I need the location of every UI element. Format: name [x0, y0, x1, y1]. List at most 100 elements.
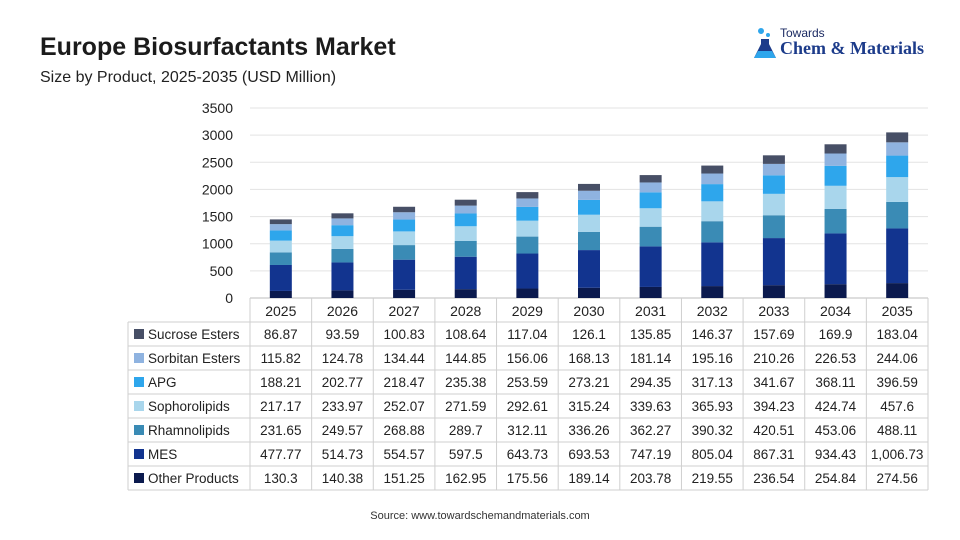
data-label: 934.43 [815, 447, 856, 462]
bar-segment-other-products [269, 290, 292, 298]
bar-segment-other-products [701, 286, 724, 298]
legend-label: APG [148, 375, 177, 390]
data-label: 126.1 [572, 327, 606, 342]
bar-segment-rhamnolipids [516, 236, 539, 254]
bar-segment-sorbitan-esters [269, 224, 292, 231]
data-label: 274.56 [877, 471, 918, 486]
data-label: 169.9 [819, 327, 853, 342]
bar-segment-sucrose-esters [331, 213, 354, 219]
legend-swatch [134, 377, 144, 387]
bar-segment-sophorolipids [701, 201, 724, 222]
bar-segment-apg [516, 206, 539, 221]
data-label: 210.26 [753, 351, 794, 366]
bar-segment-mes [393, 259, 416, 290]
bar-segment-other-products [393, 289, 416, 298]
y-tick-label: 1000 [202, 236, 233, 252]
data-label: 368.11 [815, 375, 855, 390]
data-label: 244.06 [877, 351, 918, 366]
bar-segment-sucrose-esters [639, 175, 662, 183]
y-tick-label: 2500 [202, 154, 233, 170]
bar-segment-sucrose-esters [269, 219, 292, 225]
x-tick-label: 2031 [635, 303, 666, 319]
bar-segment-mes [824, 233, 847, 285]
data-label: 396.59 [877, 375, 918, 390]
chart-subtitle: Size by Product, 2025-2035 (USD Million) [40, 69, 337, 86]
bar-segment-sucrose-esters [578, 183, 600, 191]
y-tick-label: 500 [210, 263, 234, 279]
data-label: 268.88 [383, 423, 424, 438]
data-label: 292.61 [507, 399, 548, 414]
bar-segment-rhamnolipids [393, 245, 416, 260]
data-label: 341.67 [753, 375, 794, 390]
x-tick-label: 2026 [327, 303, 358, 319]
y-tick-label: 0 [225, 290, 233, 306]
bar-segment-mes [578, 250, 600, 288]
bar-segment-mes [701, 242, 724, 287]
bar-segment-rhamnolipids [824, 208, 847, 234]
bar-segment-sophorolipids [393, 231, 416, 246]
bar-segment-rhamnolipids [639, 226, 662, 247]
data-label: 315.24 [568, 399, 610, 414]
data-label: 294.35 [630, 375, 671, 390]
bar-segment-sorbitan-esters [762, 163, 785, 176]
data-label: 233.97 [322, 399, 363, 414]
data-label: 217.17 [260, 399, 301, 414]
data-label: 151.25 [383, 471, 424, 486]
data-label: 312.11 [507, 423, 547, 438]
x-tick-label: 2033 [758, 303, 789, 319]
legend-swatch [134, 353, 144, 363]
bar-segment-sorbitan-esters [886, 142, 909, 156]
bar-segment-apg [454, 213, 477, 227]
bar-segment-sophorolipids [578, 214, 600, 232]
brand-logo: Towards Chem & Materials [752, 25, 932, 65]
bar-segment-sophorolipids [886, 177, 909, 202]
flask-icon [754, 28, 776, 58]
y-tick-label: 1500 [202, 209, 233, 225]
bar-segment-sucrose-esters [762, 155, 785, 164]
data-label: 130.3 [264, 471, 298, 486]
data-label: 100.83 [383, 327, 424, 342]
data-label: 597.5 [449, 447, 483, 462]
bar-segment-sucrose-esters [701, 165, 724, 174]
data-label: 140.38 [322, 471, 363, 486]
bar-segment-other-products [824, 284, 847, 298]
legend-label: Sophorolipids [148, 399, 230, 414]
data-label: 693.53 [568, 447, 609, 462]
data-label: 226.53 [815, 351, 856, 366]
bar-segment-sucrose-esters [886, 132, 909, 143]
data-label: 488.11 [877, 423, 917, 438]
data-label: 134.44 [383, 351, 425, 366]
data-label: 168.13 [568, 351, 609, 366]
x-tick-label: 2032 [697, 303, 728, 319]
data-label: 453.06 [815, 423, 856, 438]
data-label: 202.77 [322, 375, 363, 390]
data-label: 289.7 [449, 423, 483, 438]
legend-swatch [134, 473, 144, 483]
data-label: 117.04 [507, 327, 548, 342]
bar-segment-other-products [454, 289, 477, 298]
logo-main-text: Chem & Materials [780, 38, 924, 58]
data-label: 236.54 [753, 471, 795, 486]
y-tick-label: 3000 [202, 127, 233, 143]
bar-segment-mes [639, 246, 662, 287]
data-label: 339.63 [630, 399, 671, 414]
bar-segment-sorbitan-esters [393, 212, 416, 220]
data-label: 183.04 [877, 327, 919, 342]
data-label: 805.04 [692, 447, 734, 462]
bar-segment-rhamnolipids [886, 201, 909, 229]
data-label: 747.19 [630, 447, 671, 462]
bar-segment-apg [269, 230, 292, 241]
bar-segment-rhamnolipids [269, 252, 292, 265]
data-label: 135.85 [630, 327, 671, 342]
bar-segment-other-products [886, 283, 909, 298]
bar-segment-mes [331, 262, 354, 291]
data-label: 253.59 [507, 375, 548, 390]
bar-segment-other-products [516, 288, 539, 298]
data-label: 188.21 [260, 375, 301, 390]
bar-segment-other-products [639, 286, 662, 298]
bar-segment-sucrose-esters [516, 192, 539, 199]
data-label: 390.32 [692, 423, 733, 438]
bar-segment-sorbitan-esters [824, 153, 847, 166]
data-label: 457.6 [880, 399, 914, 414]
data-label: 93.59 [326, 327, 360, 342]
